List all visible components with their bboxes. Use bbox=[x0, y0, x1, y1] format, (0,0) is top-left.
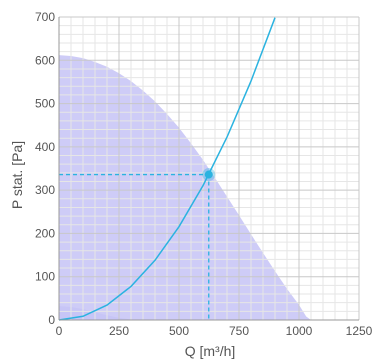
y-tick-label: 200 bbox=[35, 226, 55, 240]
x-axis-title: Q [m³/h] bbox=[185, 343, 236, 359]
y-tick-label: 500 bbox=[35, 97, 55, 111]
x-tick-label: 1250 bbox=[346, 324, 373, 338]
system-curve-line bbox=[58, 17, 276, 321]
y-tick-label: 300 bbox=[35, 183, 55, 197]
x-tick-label: 750 bbox=[229, 324, 249, 338]
y-tick-label: 700 bbox=[35, 10, 55, 24]
tick-label-layer: 0 100 200 300 400 500 600 700 0 250 500 750 1000 1250 bbox=[35, 10, 373, 338]
y-tick-label: 100 bbox=[35, 270, 55, 284]
axes-layer bbox=[58, 17, 359, 321]
x-tick-label: 0 bbox=[56, 324, 63, 338]
y-tick-label: 400 bbox=[35, 140, 55, 154]
x-tick-label: 500 bbox=[169, 324, 189, 338]
x-tick-label: 250 bbox=[109, 324, 129, 338]
series-layer bbox=[58, 17, 276, 321]
y-tick-label: 0 bbox=[48, 313, 55, 327]
operating-point-marker bbox=[204, 170, 213, 179]
y-tick-label: 600 bbox=[35, 53, 55, 67]
grid-layer bbox=[58, 16, 360, 321]
x-tick-label: 1000 bbox=[286, 324, 313, 338]
y-axis-title: P stat. [Pa] bbox=[9, 141, 25, 209]
